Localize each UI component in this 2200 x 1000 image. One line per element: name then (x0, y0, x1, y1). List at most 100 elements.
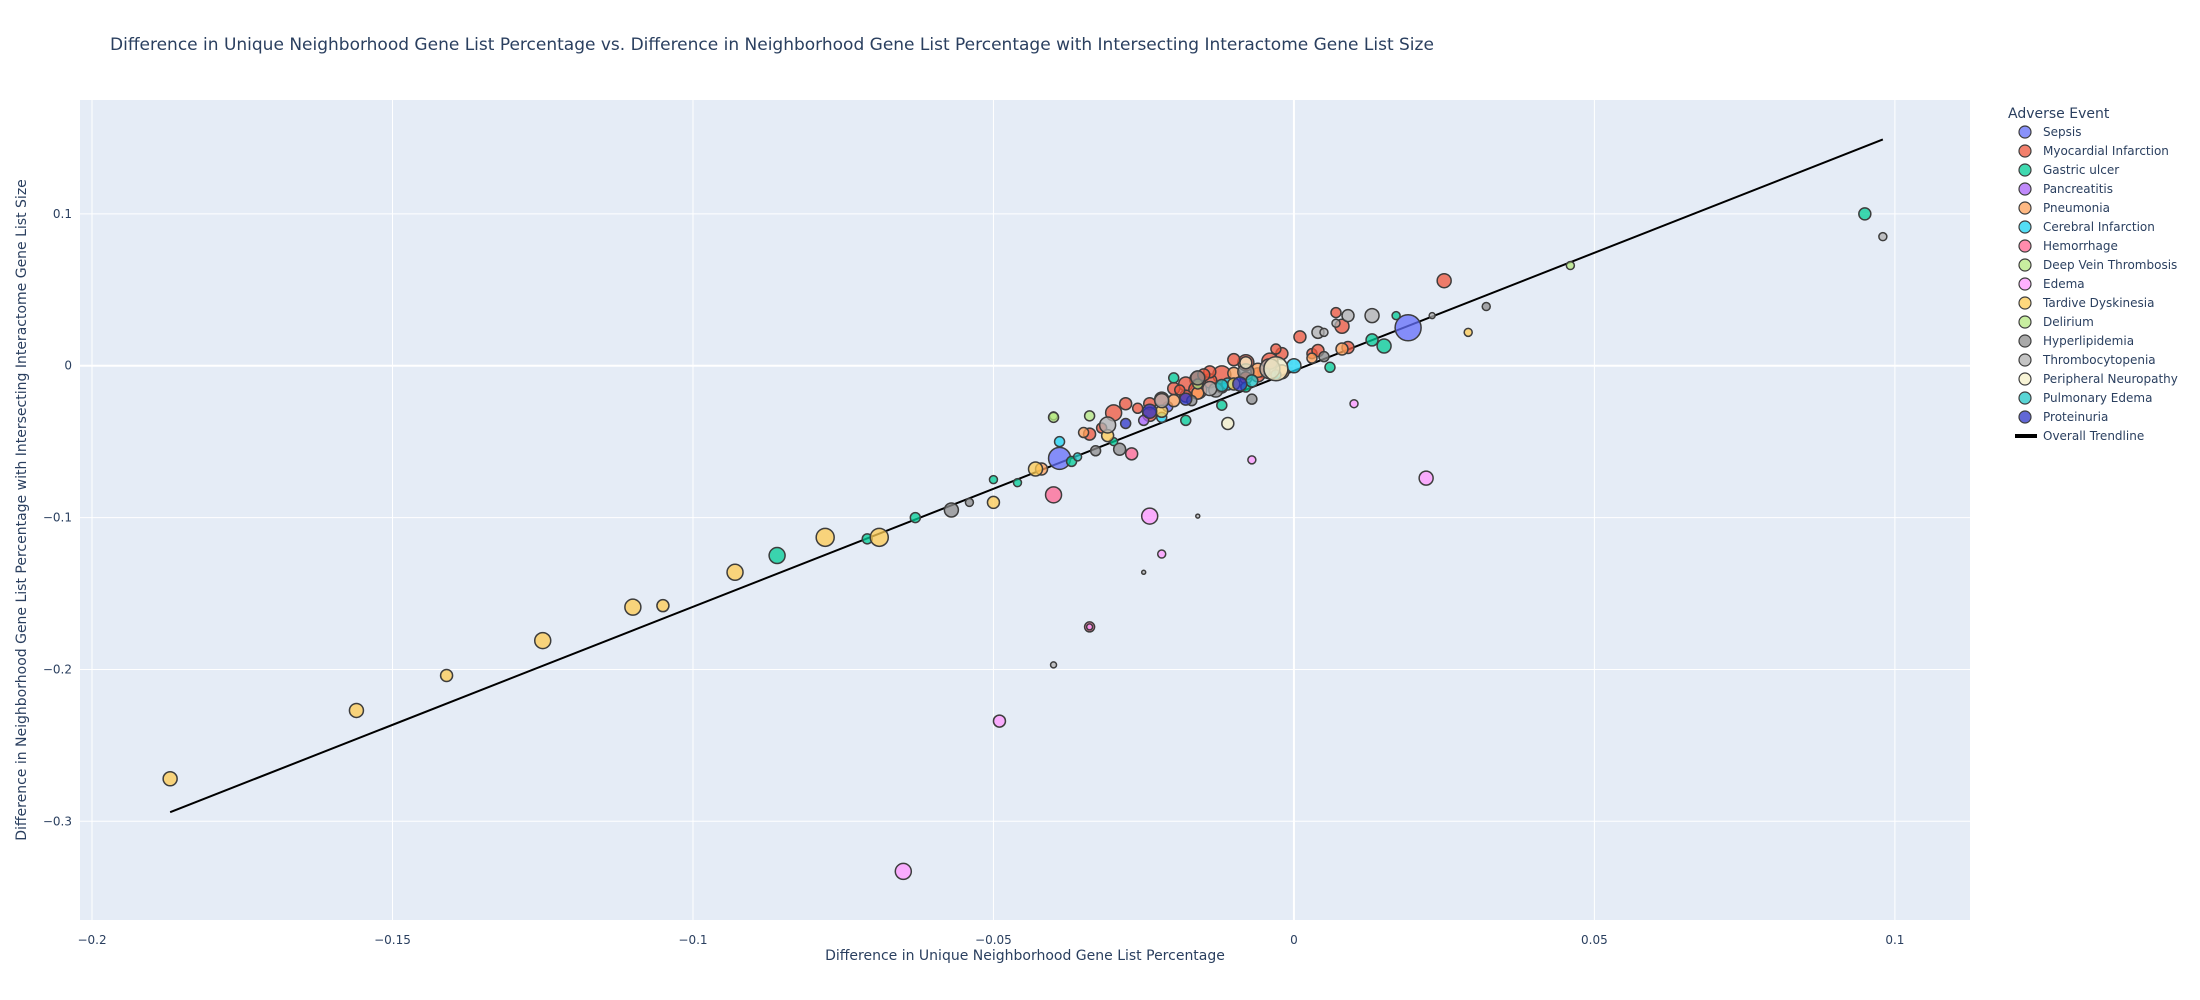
data-point[interactable] (1391, 310, 1401, 321)
data-point[interactable] (986, 495, 1001, 510)
legend-label[interactable]: Sepsis (2043, 125, 2081, 139)
data-point[interactable] (1565, 260, 1576, 271)
data-point[interactable] (1173, 384, 1186, 396)
data-point[interactable] (1190, 370, 1206, 386)
legend-marker[interactable] (2018, 239, 2032, 253)
data-point[interactable] (992, 714, 1007, 728)
legend-marker[interactable] (2018, 220, 2032, 234)
legend-label[interactable]: Deep Vein Thrombosis (2043, 258, 2177, 272)
legend-marker[interactable] (2018, 277, 2032, 291)
legend-marker[interactable] (2018, 334, 2032, 348)
data-point[interactable] (1072, 452, 1083, 462)
data-point[interactable] (1077, 426, 1090, 439)
data-point[interactable] (1049, 661, 1058, 669)
data-point[interactable] (768, 546, 786, 565)
data-point[interactable] (162, 771, 178, 787)
data-point[interactable] (439, 668, 454, 683)
legend-marker[interactable] (2018, 410, 2032, 424)
data-point[interactable] (1167, 372, 1180, 384)
data-point[interactable] (1286, 357, 1302, 374)
legend-marker[interactable] (2018, 125, 2032, 139)
data-point[interactable] (815, 527, 835, 548)
legend-marker[interactable] (2018, 258, 2032, 272)
data-point[interactable] (1195, 513, 1201, 519)
data-point[interactable] (1324, 361, 1336, 374)
data-point[interactable] (656, 598, 670, 613)
data-point[interactable] (1131, 402, 1144, 415)
legend-label-trendline[interactable]: Overall Trendline (2043, 429, 2144, 443)
data-point[interactable] (1179, 392, 1193, 406)
data-point[interactable] (964, 497, 975, 508)
data-point[interactable] (533, 631, 552, 650)
data-point[interactable] (1858, 207, 1872, 221)
data-point[interactable] (1349, 398, 1359, 409)
data-point[interactable] (1878, 231, 1888, 242)
data-point[interactable] (1263, 356, 1289, 382)
legend-label[interactable]: Delirium (2043, 315, 2094, 329)
data-point[interactable] (1436, 272, 1452, 289)
data-point[interactable] (1293, 330, 1307, 344)
data-point[interactable] (1119, 417, 1132, 430)
legend-label[interactable]: Gastric ulcer (2043, 163, 2119, 177)
data-point[interactable] (1216, 399, 1228, 411)
data-point[interactable] (1341, 308, 1355, 323)
legend-marker[interactable] (2018, 144, 2032, 158)
data-point[interactable] (1044, 486, 1063, 504)
data-point[interactable] (1180, 414, 1192, 427)
data-point[interactable] (1215, 378, 1229, 393)
data-point[interactable] (726, 563, 744, 582)
data-point[interactable] (1124, 447, 1139, 461)
legend-marker[interactable] (2018, 372, 2032, 386)
legend-label[interactable]: Thrombocytopenia (2042, 353, 2156, 367)
data-point[interactable] (1140, 507, 1159, 525)
legend-marker[interactable] (2018, 163, 2032, 177)
legend-label[interactable]: Hyperlipidemia (2043, 334, 2134, 348)
data-point[interactable] (1083, 410, 1096, 422)
data-point[interactable] (1085, 623, 1094, 631)
data-point[interactable] (1247, 455, 1257, 465)
data-point[interactable] (1166, 393, 1181, 408)
data-point[interactable] (1245, 374, 1259, 388)
legend-marker[interactable] (2018, 353, 2032, 367)
legend-label[interactable]: Pancreatitis (2043, 182, 2113, 196)
data-point[interactable] (1141, 403, 1158, 420)
data-point[interactable] (1365, 333, 1379, 347)
data-point[interactable] (1394, 314, 1422, 342)
data-point[interactable] (1330, 306, 1342, 319)
data-point[interactable] (1318, 350, 1330, 363)
legend-label[interactable]: Proteinuria (2043, 410, 2108, 424)
data-point[interactable] (1306, 352, 1318, 364)
data-point[interactable] (909, 511, 922, 524)
legend-marker[interactable] (2018, 296, 2032, 310)
data-point[interactable] (1418, 470, 1434, 486)
data-point[interactable] (1153, 392, 1170, 409)
data-point[interactable] (1053, 435, 1066, 448)
legend-marker[interactable] (2018, 201, 2032, 215)
data-point[interactable] (348, 702, 365, 719)
data-point[interactable] (1463, 327, 1473, 338)
data-point[interactable] (1232, 376, 1248, 392)
data-point[interactable] (1428, 311, 1436, 320)
legend-label[interactable]: Edema (2043, 277, 2085, 291)
legend-marker[interactable] (2018, 391, 2032, 405)
data-point[interactable] (1270, 343, 1282, 355)
data-point[interactable] (1331, 318, 1341, 328)
data-point[interactable] (1239, 355, 1253, 370)
data-point[interactable] (1364, 307, 1380, 324)
data-point[interactable] (1202, 380, 1218, 397)
legend-label[interactable]: Cerebral Infarction (2043, 220, 2155, 234)
data-point[interactable] (943, 502, 960, 518)
legend-label[interactable]: Tardive Dyskinesia (2042, 296, 2154, 310)
data-point[interactable] (1098, 416, 1117, 434)
data-point[interactable] (1027, 461, 1044, 477)
data-point[interactable] (1227, 352, 1241, 367)
legend-marker[interactable] (2018, 315, 2032, 329)
legend-marker[interactable] (2018, 182, 2032, 196)
data-point[interactable] (1118, 396, 1133, 411)
legend-label[interactable]: Pulmonary Edema (2043, 391, 2152, 405)
legend-label[interactable]: Pneumonia (2043, 201, 2110, 215)
data-point[interactable] (1319, 327, 1329, 338)
data-point[interactable] (624, 598, 642, 616)
data-point[interactable] (1376, 338, 1392, 354)
legend-label[interactable]: Myocardial Infarction (2043, 144, 2169, 158)
